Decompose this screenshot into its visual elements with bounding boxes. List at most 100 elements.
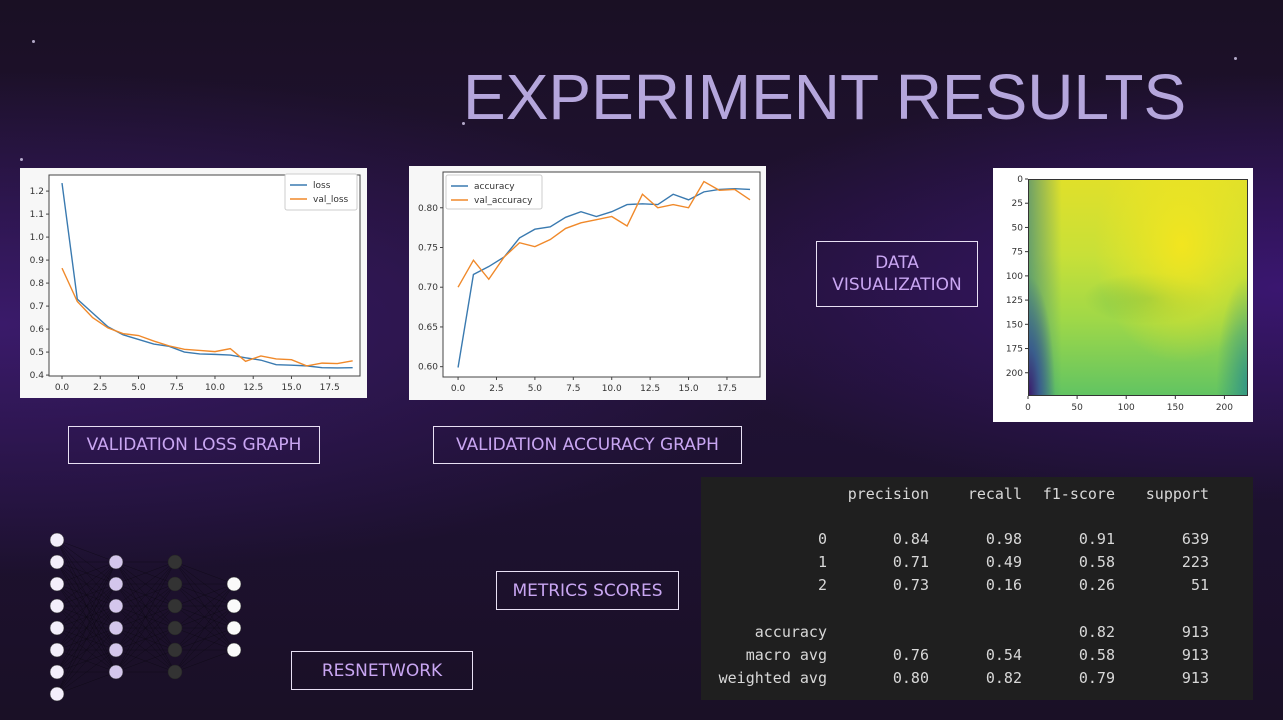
connection bbox=[56, 561, 117, 695]
neuron-node bbox=[226, 598, 242, 614]
legend-label: accuracy bbox=[474, 182, 515, 192]
connection bbox=[174, 605, 235, 673]
data-visualization-label: DATA VISUALIZATION bbox=[816, 241, 978, 307]
connection bbox=[174, 649, 235, 673]
background-star bbox=[20, 158, 23, 161]
connection bbox=[174, 583, 235, 607]
connection bbox=[56, 539, 117, 563]
connection bbox=[115, 561, 176, 607]
y-tick-label: 0.7 bbox=[30, 302, 44, 312]
metrics-cell: weighted avg bbox=[718, 669, 827, 687]
neuron-node bbox=[49, 620, 65, 636]
metrics-table: precision recall f1-score support 0 0.84 0.98 0… bbox=[701, 477, 1253, 700]
x-tick-label: 0 bbox=[1025, 403, 1031, 413]
y-tick-label: 0.75 bbox=[418, 243, 438, 253]
metrics-summary-row: macro avg 0.76 0.54 0.58 913 bbox=[701, 646, 1253, 666]
x-tick-label: 17.5 bbox=[717, 384, 737, 394]
metrics-cell: 0.84 bbox=[892, 530, 929, 548]
neuron-node bbox=[167, 664, 183, 680]
neuron-node bbox=[108, 554, 124, 570]
y-tick-label: 0.80 bbox=[418, 204, 438, 214]
connection bbox=[115, 561, 176, 673]
metrics-cell: 913 bbox=[1181, 646, 1209, 664]
neural-network-diagram bbox=[49, 532, 242, 702]
connection bbox=[174, 583, 235, 629]
neuron-node bbox=[49, 532, 65, 548]
neuron-node bbox=[226, 642, 242, 658]
connection bbox=[115, 649, 176, 673]
neuron-node bbox=[49, 598, 65, 614]
y-tick-label: 0.6 bbox=[30, 325, 45, 335]
connection bbox=[56, 561, 117, 673]
legend-box bbox=[284, 173, 358, 211]
neuron-node bbox=[108, 598, 124, 614]
y-tick-label: 150 bbox=[1006, 320, 1023, 330]
x-tick-label: 15.0 bbox=[679, 384, 699, 394]
metrics-cell: recall bbox=[967, 485, 1022, 503]
series-line-loss bbox=[61, 182, 353, 369]
loss-chart: 0.0 2.5 5.0 7.5 10.0 12.5 15.0 17.5 0.4 0.5 0.6 0.7… bbox=[30, 173, 361, 393]
metrics-cell: 0.71 bbox=[892, 553, 929, 571]
x-tick-label: 17.5 bbox=[320, 383, 340, 393]
connection bbox=[56, 671, 117, 695]
x-tick-label: 15.0 bbox=[281, 383, 301, 393]
x-tick-label: 50 bbox=[1071, 403, 1083, 413]
metrics-cell: precision bbox=[847, 485, 929, 503]
neuron-node bbox=[108, 620, 124, 636]
legend-label: val_loss bbox=[313, 195, 349, 205]
neuron-node bbox=[167, 642, 183, 658]
series-line-val_loss bbox=[61, 267, 353, 367]
connection bbox=[56, 583, 117, 695]
connection bbox=[56, 561, 117, 585]
connection bbox=[56, 627, 117, 695]
metrics-cell: 0.49 bbox=[985, 553, 1022, 571]
connection bbox=[174, 583, 235, 651]
metrics-header-row: precision recall f1-score support bbox=[701, 485, 1253, 505]
metrics-cell: 0.16 bbox=[985, 576, 1022, 594]
metrics-cell: 0.82 bbox=[985, 669, 1022, 687]
x-tick-label: 0.0 bbox=[451, 384, 466, 394]
validation-accuracy-graph-label: VALIDATION ACCURACY GRAPH bbox=[433, 426, 742, 464]
connection bbox=[174, 561, 235, 585]
y-tick-label: 100 bbox=[1006, 272, 1023, 282]
neuron-node bbox=[167, 576, 183, 592]
neuron-node bbox=[49, 686, 65, 702]
loss-chart-panel: 0.0 2.5 5.0 7.5 10.0 12.5 15.0 17.5 0.4 0.5 0.6 0.7… bbox=[20, 168, 367, 398]
neuron-node bbox=[226, 576, 242, 592]
heatmap-axes: 0 50 100 150 200 0 25 50 75 100 125 150 175 200 bbox=[1006, 175, 1233, 413]
accuracy-chart-panel: 0.0 2.5 5.0 7.5 10.0 12.5 15.0 17.5 0.60 0.65 0.70… bbox=[409, 166, 766, 400]
connection bbox=[56, 649, 117, 695]
validation-loss-graph-label: VALIDATION LOSS GRAPH bbox=[68, 426, 320, 464]
metrics-cell: 913 bbox=[1181, 669, 1209, 687]
metrics-cell: 2 bbox=[817, 576, 827, 594]
metrics-scores-label: METRICS SCORES bbox=[496, 571, 679, 610]
resnetwork-label: RESNETWORK bbox=[291, 651, 473, 690]
x-tick-label: 12.5 bbox=[243, 383, 263, 393]
connection bbox=[56, 561, 117, 651]
page-title: EXPERIMENT RESULTS bbox=[463, 61, 1187, 133]
neuron-node bbox=[108, 664, 124, 680]
x-tick-label: 100 bbox=[1118, 403, 1135, 413]
metrics-cell: 0.98 bbox=[985, 530, 1022, 548]
neuron-node bbox=[226, 620, 242, 636]
neuron-node bbox=[167, 620, 183, 636]
connection bbox=[174, 627, 235, 673]
x-tick-label: 2.5 bbox=[93, 383, 107, 393]
neuron-node bbox=[49, 554, 65, 570]
x-tick-label: 7.5 bbox=[566, 384, 580, 394]
connection bbox=[115, 561, 176, 629]
metrics-cell: f1-score bbox=[1042, 485, 1115, 503]
y-tick-label: 0.65 bbox=[418, 323, 438, 333]
x-tick-label: 12.5 bbox=[640, 384, 660, 394]
data-visualization-panel: 0 50 100 150 200 0 25 50 75 100 125 150 175 200 bbox=[993, 168, 1253, 422]
x-tick-label: 150 bbox=[1167, 403, 1184, 413]
y-tick-label: 0.8 bbox=[30, 279, 45, 289]
x-tick-label: 200 bbox=[1216, 403, 1233, 413]
y-tick-label: 125 bbox=[1006, 296, 1023, 306]
legend-label: val_accuracy bbox=[474, 196, 533, 206]
y-tick-label: 0.60 bbox=[418, 363, 438, 373]
background-star bbox=[32, 40, 35, 43]
x-tick-label: 7.5 bbox=[170, 383, 184, 393]
y-tick-label: 25 bbox=[1012, 199, 1023, 209]
metrics-cell: 0.58 bbox=[1078, 553, 1115, 571]
